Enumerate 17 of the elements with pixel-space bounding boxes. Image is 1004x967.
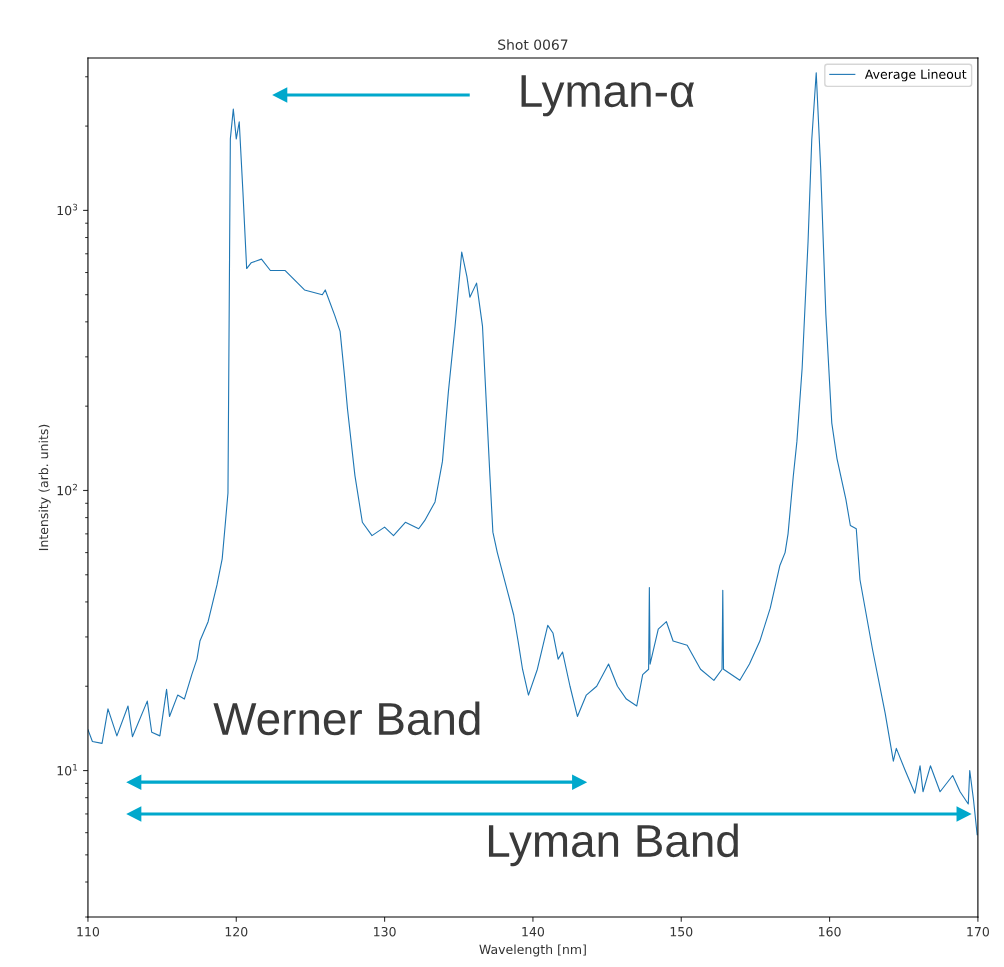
x-tick-label: 130: [374, 926, 396, 937]
y-axis-title: Intensity (arb. units): [38, 424, 51, 551]
x-tick-label: 120: [225, 926, 248, 937]
x-tick-label: 110: [77, 926, 100, 937]
y-tick-label: 10$^{3}$: [57, 203, 78, 216]
annotation: Lyman Band: [488, 823, 738, 867]
x-axis-title: Wavelength [nm]: [479, 944, 586, 957]
legend-label: Average Lineout: [864, 69, 967, 82]
chart-title: Shot 0067: [498, 39, 568, 50]
x-tick-label: 140: [522, 926, 545, 937]
x-tick-label: 170: [967, 926, 989, 937]
annotation: Werner Band: [213, 701, 480, 736]
annotation: Lyman-α: [521, 75, 695, 117]
y-tick-label: 10$^{1}$: [57, 764, 78, 776]
x-tick-label: 150: [670, 926, 693, 937]
y-tick-label: 10$^{2}$: [57, 483, 77, 496]
x-tick-label: 160: [819, 926, 841, 937]
